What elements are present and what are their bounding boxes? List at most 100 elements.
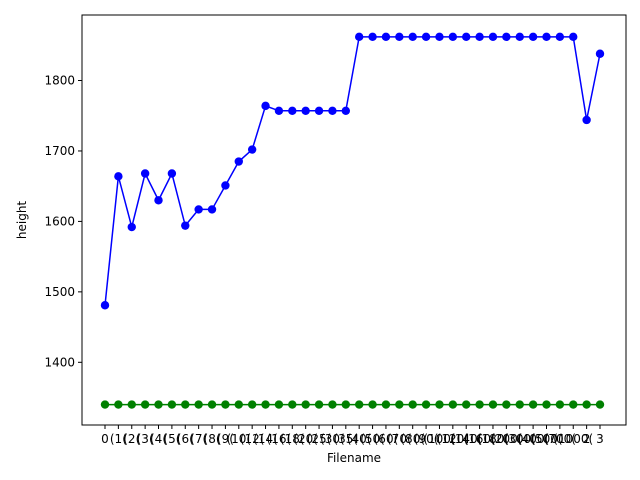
x-tick-label: (140(	[450, 432, 482, 446]
data-point	[234, 400, 243, 409]
series-0	[100, 32, 605, 310]
data-point	[247, 400, 257, 409]
x-tick-label: (30(	[320, 432, 345, 446]
data-point	[408, 32, 417, 42]
data-point	[421, 32, 431, 42]
data-point	[381, 400, 391, 409]
data-point	[515, 400, 524, 409]
data-point	[247, 145, 257, 154]
data-point	[555, 400, 565, 409]
data-point	[595, 400, 605, 409]
data-point	[435, 400, 444, 409]
data-point	[114, 400, 123, 409]
data-point	[207, 400, 217, 409]
x-tick-label: (120(	[437, 432, 469, 446]
x-tick-label: (3(	[137, 432, 154, 446]
data-point	[261, 101, 270, 111]
x-tick-label: (90(	[414, 432, 439, 446]
x-axis: 0 (1((2((3((4((5((6((7((8((9((10((12((14(…	[101, 425, 604, 446]
data-point	[207, 205, 217, 214]
x-tick-label: (80(	[400, 432, 425, 446]
data-point	[301, 106, 310, 116]
data-point	[328, 400, 337, 409]
data-point	[140, 169, 150, 178]
data-point	[475, 400, 484, 409]
data-point	[234, 157, 243, 166]
data-point	[408, 400, 417, 409]
data-point	[381, 32, 391, 42]
x-tick-label: (18(	[280, 432, 305, 446]
y-tick-label: 1800	[44, 74, 75, 88]
data-point	[154, 400, 163, 409]
data-point	[114, 172, 123, 181]
y-tick-label: 1700	[44, 144, 75, 158]
data-point	[127, 400, 136, 409]
data-point	[261, 400, 270, 409]
plot-area	[82, 15, 626, 425]
data-point	[528, 400, 538, 409]
data-point	[100, 400, 110, 409]
x-tick-label: (4(	[150, 432, 167, 446]
data-point	[368, 400, 377, 409]
x-tick-label: (10(	[226, 432, 251, 446]
data-point	[582, 115, 591, 125]
data-point	[288, 400, 297, 409]
x-tick-label: (35(	[333, 432, 358, 446]
y-axis-label: height	[15, 201, 29, 240]
x-tick-label: (40(	[347, 432, 372, 446]
data-point	[328, 106, 337, 116]
x-tick-label: (5(	[163, 432, 180, 446]
data-point	[542, 400, 551, 409]
x-tick-label: (2(	[123, 432, 140, 446]
data-point	[194, 400, 203, 409]
data-point	[354, 400, 364, 409]
series-layer	[100, 32, 605, 409]
data-point	[435, 32, 444, 42]
data-point	[569, 32, 578, 42]
data-point	[595, 49, 605, 58]
x-tick-label: (160(	[463, 432, 495, 446]
x-tick-label: 0	[101, 432, 109, 446]
data-point	[288, 106, 297, 116]
data-point	[448, 32, 458, 42]
y-tick-label: 1500	[44, 285, 75, 299]
x-tick-label: (180(	[477, 432, 509, 446]
data-point	[221, 400, 230, 409]
x-tick-label: (700(	[544, 432, 576, 446]
data-point	[167, 400, 177, 409]
data-point	[181, 221, 190, 230]
axes-frame	[81, 14, 627, 426]
y-tick-label: 1600	[44, 214, 75, 228]
data-point	[314, 400, 324, 409]
y-axis: 1400 1500 1600 1700 1800	[44, 74, 82, 369]
data-point	[475, 32, 484, 42]
data-point	[542, 32, 551, 42]
data-point	[181, 400, 190, 409]
x-tick-label: (60(	[374, 432, 399, 446]
data-point	[301, 400, 310, 409]
x-tick-label: (1(	[110, 432, 127, 446]
data-point	[274, 106, 284, 116]
x-tick-label: (16(	[267, 432, 292, 446]
x-tick-label: (50(	[360, 432, 385, 446]
data-point	[502, 400, 511, 409]
data-point	[488, 32, 498, 42]
y-tick-label: 1400	[44, 355, 75, 369]
x-tick-label: (20(	[293, 432, 318, 446]
data-point	[341, 106, 351, 116]
data-point	[395, 32, 404, 42]
data-point	[488, 400, 498, 409]
x-tick-label: (200(	[490, 432, 522, 446]
x-tick-label: 3	[596, 432, 604, 446]
data-point	[194, 205, 203, 214]
x-axis-label: Filename	[327, 451, 381, 465]
data-point	[341, 400, 351, 409]
data-point	[127, 222, 136, 232]
x-tick-label: (70(	[387, 432, 412, 446]
x-tick-label: (400(	[517, 432, 549, 446]
data-point	[502, 32, 511, 42]
data-point	[528, 32, 538, 42]
x-tick-label: (7(	[190, 432, 207, 446]
data-point	[569, 400, 578, 409]
